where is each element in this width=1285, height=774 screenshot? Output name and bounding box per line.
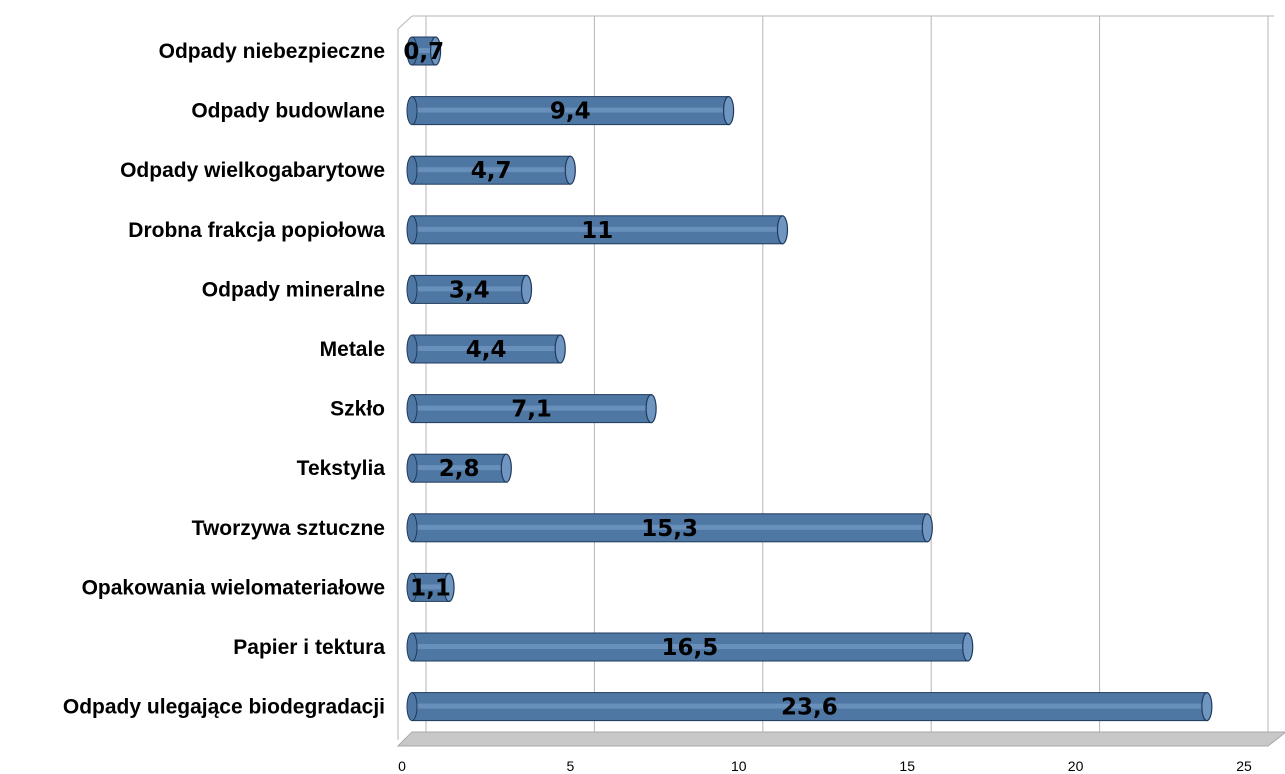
chart-floor [396,731,1285,747]
bar-highlight [412,405,652,411]
bar: 7,1 [406,394,657,424]
bar-highlight [412,226,783,232]
bar-highlight [412,644,968,649]
bars: 0,7 9,4 4,7 11 3,4 4,4 7,1 2,8 15,3 1,1 16,5 23,6 [403,36,1213,722]
bar: 1,1 [406,572,455,603]
bar-start-cap [406,394,418,424]
bar-end-cap [921,513,933,543]
category-labels: Odpady niebezpieczne Odpady budowlane Odpa… [63,40,385,719]
bar: 3,4 [406,274,533,304]
bar-end-cap [722,95,735,126]
bar-highlight [412,48,436,53]
bar-highlight [412,465,507,471]
category-label: Papier i tektura [233,636,385,659]
bar-highlight [412,703,1207,709]
category-label: Szkło [330,398,385,421]
bar-start-cap [406,96,418,126]
bar-end-cap [962,632,974,662]
bar-highlight [412,107,729,113]
bar-end-cap [429,36,442,66]
bar: 23,6 [406,691,1213,722]
bar-end-cap [1201,691,1213,722]
bar: 11 [406,215,789,245]
x-tick-label: 25 [1236,758,1252,774]
data-label: 4,7 [471,158,512,184]
data-label: 11 [581,218,613,244]
bar-start-cap [406,155,418,185]
bar-start-cap [406,513,418,543]
bar: 9,4 [406,95,735,126]
x-tick-label: 5 [567,758,575,774]
category-label: Drobna frakcja popiołowa [128,219,385,242]
bar-end-cap [500,453,512,483]
bar-end-cap [520,274,533,304]
category-label: Odpady wielkogabarytowe [120,159,385,182]
bar-end-cap [564,155,576,185]
bar: 0,7 [403,36,444,66]
data-label: 0,7 [403,39,444,65]
bar-highlight [412,346,561,351]
category-label: Tworzywa sztuczne [192,517,385,540]
bar-end-cap [645,394,657,424]
bar-start-cap [406,632,418,662]
x-tick-label: 20 [1068,758,1084,774]
x-tick-label: 0 [398,758,406,774]
grid [396,15,1285,747]
bar: 16,5 [406,632,974,662]
bar-start-cap [406,215,418,245]
data-label: 16,5 [661,635,718,661]
category-label: Tekstylia [297,457,386,480]
bar-end-cap [443,572,455,603]
back-wall-corner [397,15,413,30]
bar-start-cap [406,36,418,66]
category-label: Metale [320,338,385,361]
bar: 2,8 [406,453,512,483]
data-label: 1,1 [410,575,451,601]
bar-start-cap [406,274,418,304]
bar: 4,4 [406,334,566,364]
bar-start-cap [406,453,418,483]
bar-highlight [412,167,571,173]
bar-highlight [412,524,928,530]
bar-start-cap [406,572,418,602]
category-label: Odpady ulegające biodegradacji [63,696,385,719]
category-label: Odpady budowlane [191,100,385,123]
x-tick-label: 15 [899,758,915,774]
category-label: Odpady mineralne [202,278,385,301]
data-label: 2,8 [439,456,480,482]
data-label: 3,4 [449,277,490,303]
data-label: 4,4 [466,337,507,363]
data-label: 23,6 [781,695,838,721]
bar-start-cap [406,334,418,364]
bar-end-cap [776,215,789,245]
bar: 4,7 [406,155,576,185]
bar-start-cap [406,692,418,722]
category-label: Odpady niebezpieczne [159,40,385,63]
data-label: 9,4 [550,99,591,125]
bar-highlight [412,584,450,590]
bar-highlight [412,286,527,292]
category-label: Opakowania wielomateriałowe [82,576,385,599]
x-axis-tick-labels: 0 5 10 15 20 25 [398,758,1252,774]
bar: 15,3 [406,513,933,543]
data-label: 15,3 [641,516,698,542]
data-label: 7,1 [511,397,552,423]
x-tick-label: 10 [731,758,747,774]
bar-end-cap [554,334,566,364]
